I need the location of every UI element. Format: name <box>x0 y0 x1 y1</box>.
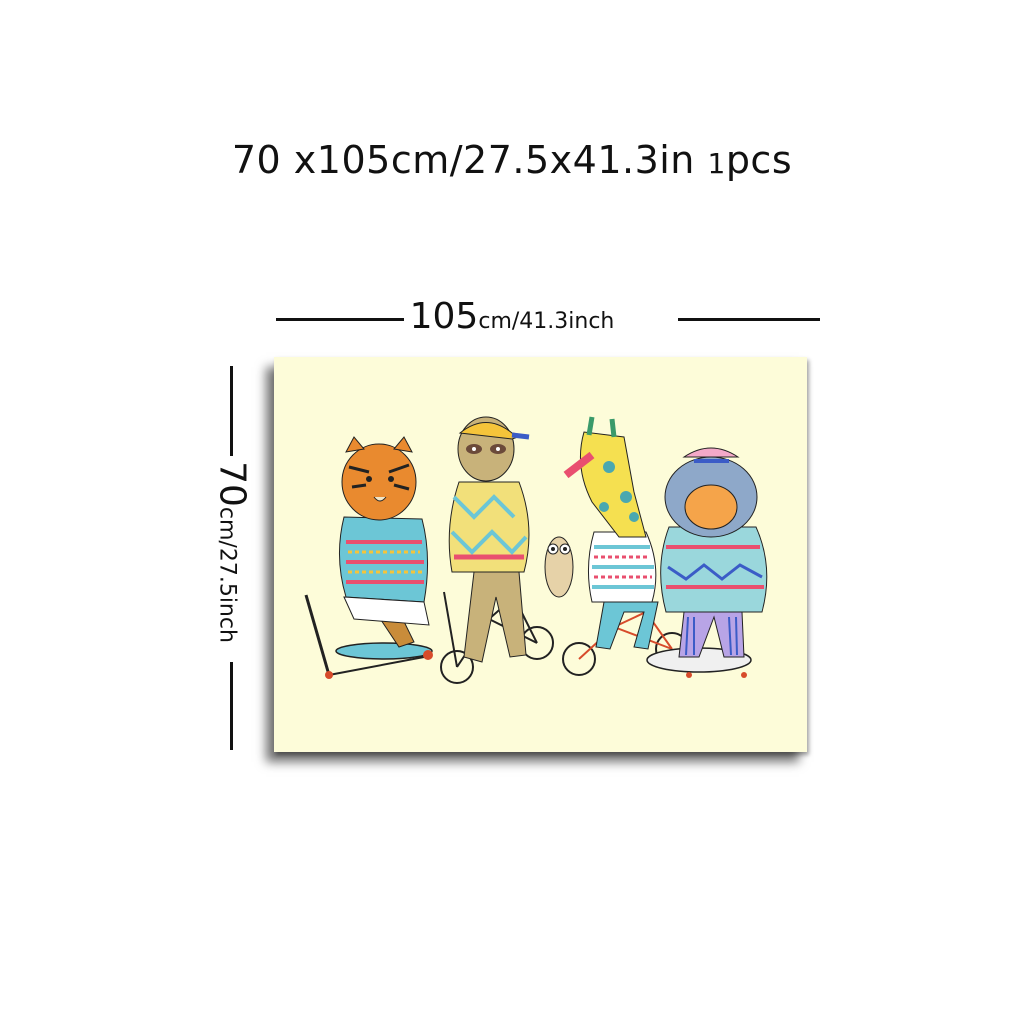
count-number: 1 <box>707 147 726 180</box>
count-unit: pcs <box>725 138 793 182</box>
bear-character <box>646 447 768 678</box>
width-dimension-line-right <box>678 318 820 321</box>
height-value: 70 <box>211 461 253 507</box>
canvas-print <box>274 357 807 752</box>
width-value: 105 <box>409 296 479 337</box>
giraffe-character <box>562 416 689 676</box>
height-dimension-line-bottom <box>230 662 233 750</box>
height-dimension-label: 70cm/27.5inch <box>212 461 253 643</box>
width-unit: cm/41.3inch <box>478 309 615 334</box>
width-dimension-line-left <box>276 318 404 321</box>
width-dimension-label: 105cm/41.3inch <box>0 296 1024 337</box>
sloth-character <box>440 416 554 684</box>
tiger-character <box>304 436 433 679</box>
artwork-illustration <box>304 416 768 684</box>
product-size-title: 70 x105cm/27.5x41.3in 1pcs <box>0 138 1024 182</box>
height-dimension-line-top <box>230 366 233 456</box>
owl-character <box>544 536 574 598</box>
height-unit: cm/27.5inch <box>214 506 240 643</box>
size-text: 70 x105cm/27.5x41.3in <box>231 138 695 182</box>
